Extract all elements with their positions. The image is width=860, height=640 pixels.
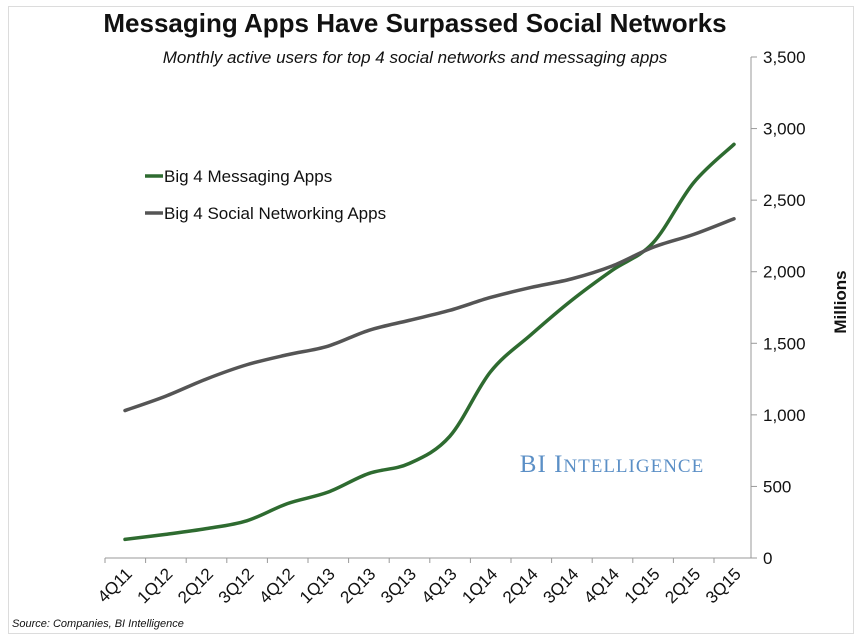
x-tick-label: 1Q14	[458, 564, 501, 607]
x-tick-label: 1Q13	[296, 564, 339, 607]
source-note: Source: Companies, BI Intelligence	[12, 618, 184, 630]
x-tick-label: 2Q14	[499, 564, 542, 607]
x-tick-label: 4Q12	[255, 564, 298, 607]
x-tick-label: 3Q14	[540, 564, 583, 607]
series-line-social	[123, 217, 736, 413]
x-tick-label: 2Q15	[661, 564, 704, 607]
y-tick-label: 2,500	[763, 191, 806, 210]
y-tick-label: 3,000	[763, 120, 806, 139]
legend-label: Big 4 Messaging Apps	[164, 167, 332, 186]
x-tick-label: 1Q12	[134, 564, 177, 607]
y-tick-label: 0	[763, 549, 772, 568]
x-tick-label: 3Q12	[215, 564, 258, 607]
chart-frame	[8, 6, 854, 634]
x-tick-label: 2Q12	[174, 564, 217, 607]
x-tick-label: 3Q15	[702, 564, 745, 607]
chart-title: Messaging Apps Have Surpassed Social Net…	[103, 8, 727, 38]
x-tick-label: 1Q15	[621, 564, 664, 607]
y-tick-label: 1,000	[763, 406, 806, 425]
y-tick-label: 500	[763, 477, 791, 496]
x-tick-label: 4Q13	[418, 564, 461, 607]
y-tick-label: 3,500	[763, 48, 806, 67]
watermark-logo: BI INTELLIGENCE	[520, 451, 704, 478]
y-axis-title: Millions	[831, 270, 850, 333]
x-tick-label: 4Q11	[94, 564, 136, 606]
y-tick-label: 2,000	[763, 263, 806, 282]
x-tick-label: 2Q13	[337, 564, 380, 607]
x-tick-label: 4Q14	[580, 564, 623, 607]
y-tick-label: 1,500	[763, 334, 806, 353]
legend-label: Big 4 Social Networking Apps	[164, 204, 386, 223]
chart-subtitle: Monthly active users for top 4 social ne…	[162, 48, 668, 67]
x-tick-label: 3Q13	[377, 564, 420, 607]
